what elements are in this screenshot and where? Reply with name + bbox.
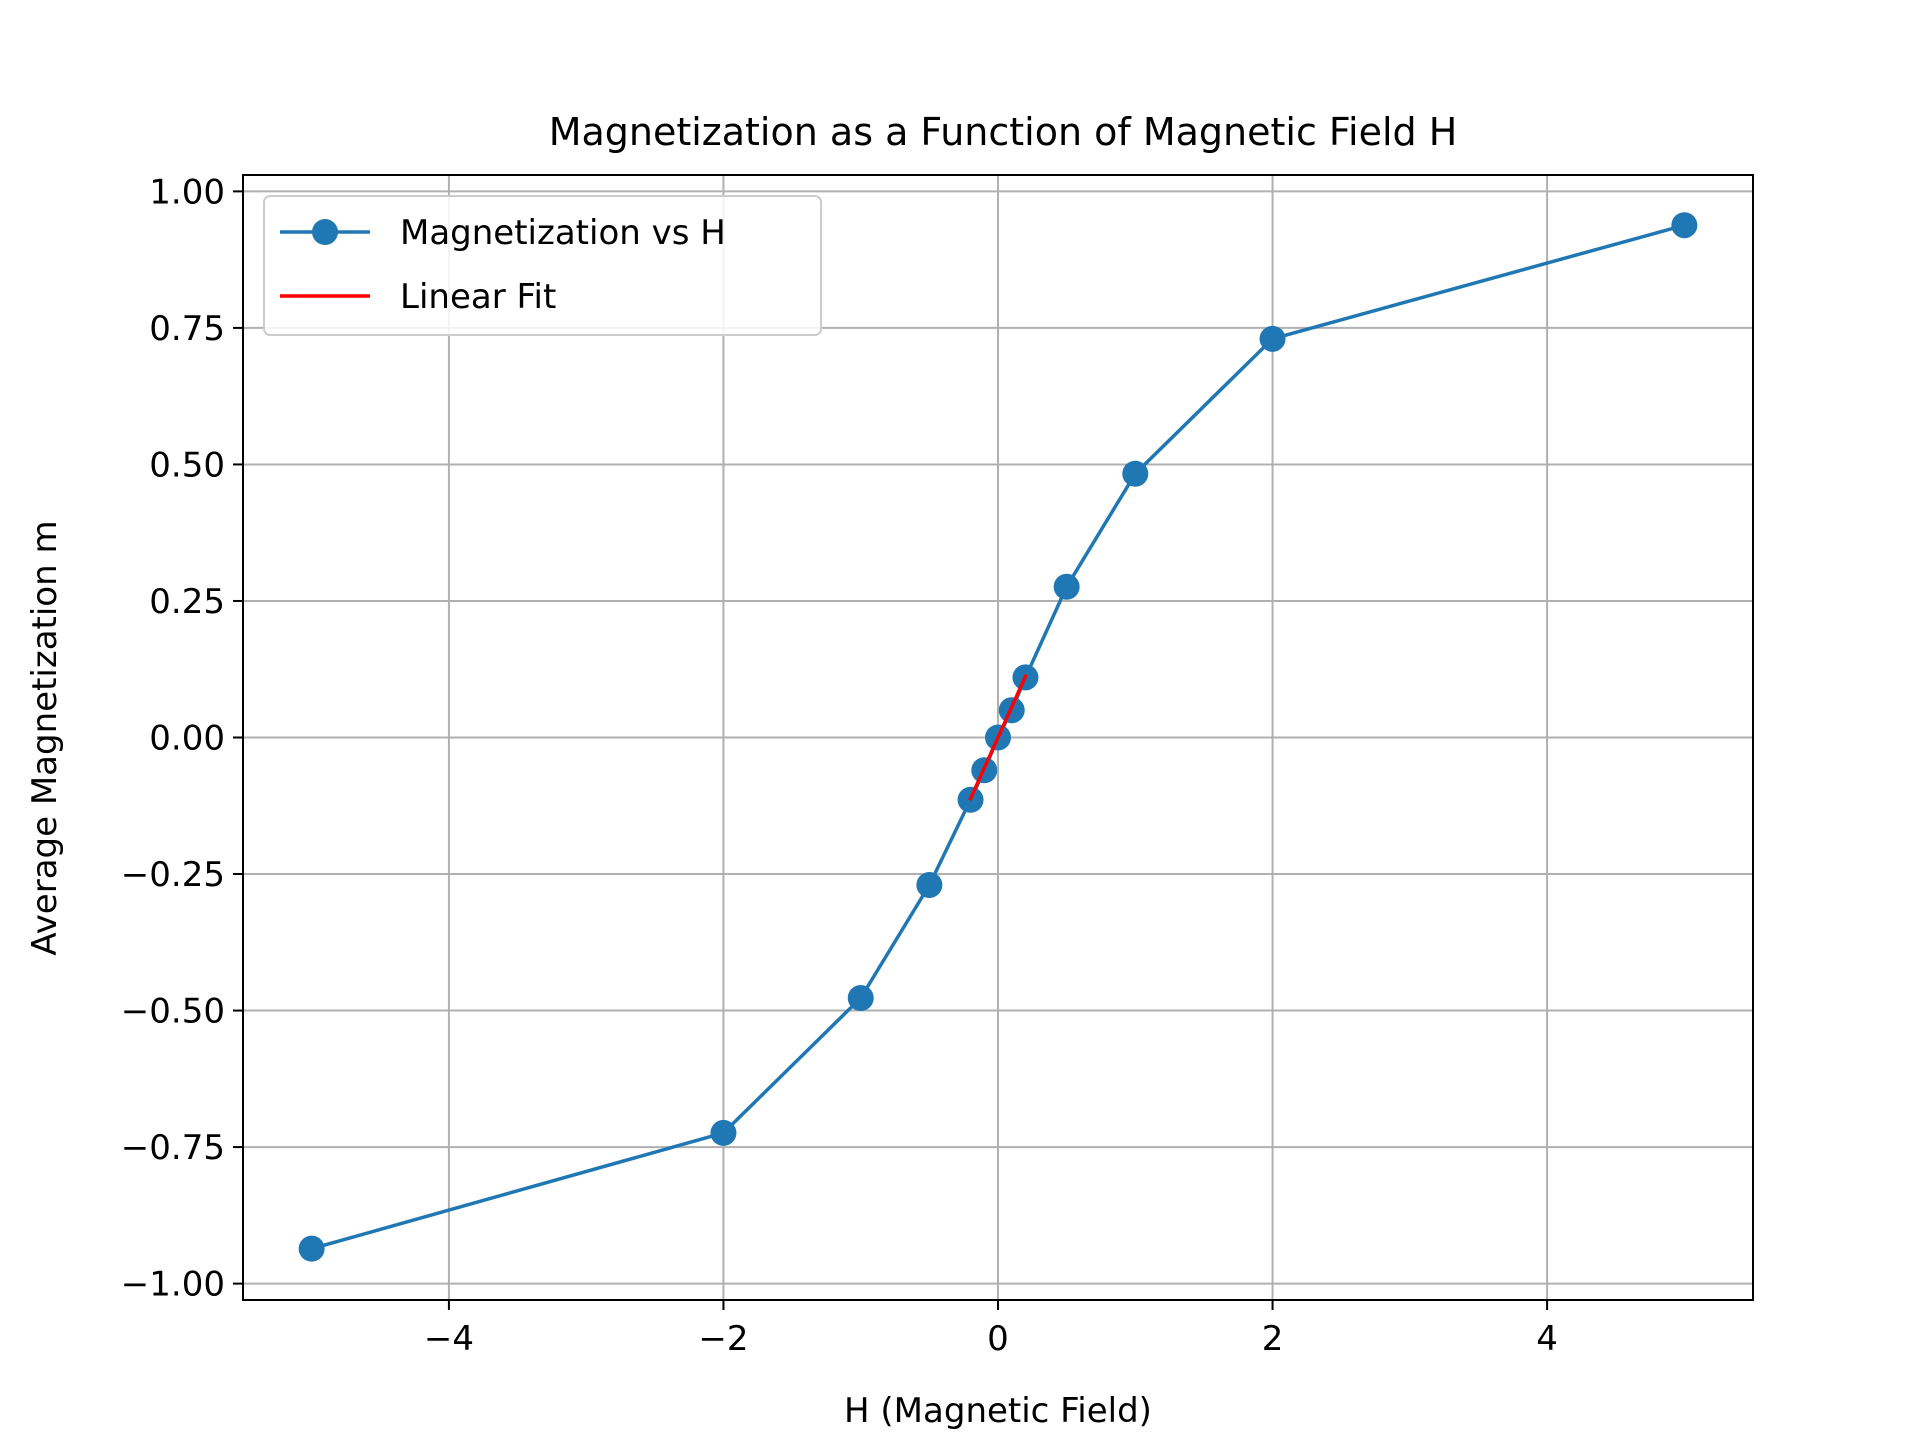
y-tick-label: 0.00 bbox=[149, 719, 225, 759]
legend-marker-magnetization bbox=[312, 219, 338, 245]
y-tick-label: 0.75 bbox=[149, 309, 225, 349]
legend: Magnetization vs H Linear Fit bbox=[263, 195, 822, 336]
y-tick-label: −0.25 bbox=[121, 855, 225, 895]
y-tick-label: −1.00 bbox=[121, 1265, 225, 1305]
x-tick-label: 2 bbox=[1262, 1319, 1284, 1359]
x-tick-label: 0 bbox=[987, 1319, 1009, 1359]
data-point bbox=[1053, 573, 1080, 600]
y-tick-label: 0.25 bbox=[149, 582, 225, 622]
data-point bbox=[1259, 325, 1286, 352]
y-tick-label: 1.00 bbox=[149, 172, 225, 212]
x-axis-ticks: −4 −2 0 2 4 bbox=[424, 1300, 1558, 1359]
legend-label-linear-fit: Linear Fit bbox=[400, 277, 556, 317]
data-point bbox=[847, 984, 874, 1011]
legend-label-magnetization: Magnetization vs H bbox=[400, 213, 726, 253]
y-axis-label: Average Magnetization m bbox=[25, 520, 65, 955]
x-tick-label: −4 bbox=[424, 1319, 474, 1359]
y-tick-label: −0.50 bbox=[121, 992, 225, 1032]
data-point bbox=[710, 1119, 737, 1146]
data-point bbox=[298, 1235, 325, 1262]
y-tick-label: 0.50 bbox=[149, 445, 225, 485]
y-axis-ticks: −1.00 −0.75 −0.50 −0.25 0.00 0.25 0.50 0.75 1.00 bbox=[121, 172, 243, 1305]
plot-series bbox=[298, 212, 1698, 1262]
data-point bbox=[916, 871, 943, 898]
x-tick-label: 4 bbox=[1536, 1319, 1558, 1359]
y-tick-label: −0.75 bbox=[121, 1128, 225, 1168]
x-tick-label: −2 bbox=[698, 1319, 748, 1359]
legend-box bbox=[263, 195, 822, 336]
data-point bbox=[1122, 460, 1149, 487]
series-line-linear-fit bbox=[968, 673, 1028, 802]
data-point bbox=[1671, 212, 1698, 239]
chart-title: Magnetization as a Function of Magnetic … bbox=[549, 110, 1458, 154]
x-axis-label: H (Magnetic Field) bbox=[844, 1391, 1152, 1431]
